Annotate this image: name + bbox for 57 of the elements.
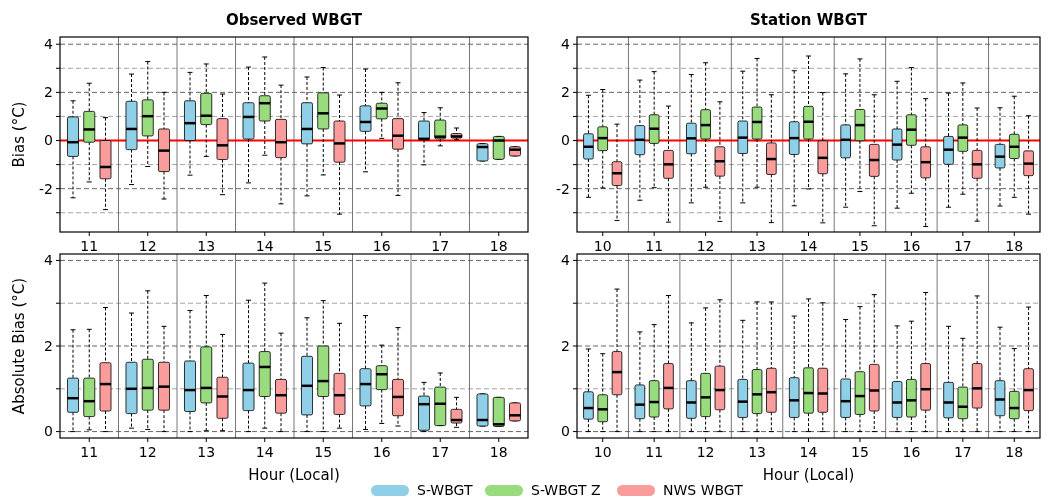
chart-title: Observed WBGT xyxy=(225,11,363,29)
legend-label: NWS WBGT xyxy=(663,481,744,498)
y-tick-label: 4 xyxy=(44,252,54,269)
x-tick-label: 12 xyxy=(696,444,715,460)
y-tick-label: 2 xyxy=(561,84,570,101)
y-tick-label: -2 xyxy=(39,180,53,197)
y-tick-label: 2 xyxy=(561,337,570,354)
x-tick-label: 15 xyxy=(851,444,869,460)
x-tick-label: 16 xyxy=(372,238,391,254)
y-tick-label: 0 xyxy=(561,423,570,440)
x-tick-label: 12 xyxy=(138,238,157,254)
x-tick-label: 15 xyxy=(314,444,333,460)
x-tick-label: 13 xyxy=(748,238,766,254)
y-tick-label: 4 xyxy=(561,36,571,53)
x-tick-label: 17 xyxy=(431,238,450,254)
y-tick-label: -2 xyxy=(556,180,570,197)
chart-title: Station WBGT xyxy=(750,11,868,29)
y-tick-label: 0 xyxy=(44,132,53,149)
x-tick-label: 17 xyxy=(953,444,972,460)
y-tick-label: 0 xyxy=(44,423,53,440)
x-tick-label: 16 xyxy=(902,444,921,460)
x-tick-label: 14 xyxy=(255,238,274,254)
y-tick-label: 4 xyxy=(561,252,571,269)
x-tick-label: 12 xyxy=(138,444,157,460)
y-axis-title: Bias (°C) xyxy=(10,101,28,168)
y-axis-title: Absolute Bias (°C) xyxy=(10,277,28,415)
x-tick-label: 16 xyxy=(372,444,391,460)
x-tick-label: 17 xyxy=(431,444,450,460)
x-tick-label: 17 xyxy=(953,238,972,254)
x-tick-label: 18 xyxy=(1005,444,1024,460)
x-tick-label: 18 xyxy=(489,238,508,254)
y-tick-label: 4 xyxy=(44,36,54,53)
x-tick-label: 16 xyxy=(902,238,921,254)
y-tick-label: 0 xyxy=(561,132,570,149)
x-tick-label: 14 xyxy=(255,444,274,460)
x-tick-label: 13 xyxy=(197,444,216,460)
x-tick-label: 10 xyxy=(593,444,612,460)
x-axis-title: Hour (Local) xyxy=(248,466,340,484)
x-tick-label: 11 xyxy=(80,238,99,254)
x-tick-label: 14 xyxy=(799,444,818,460)
legend-label: S-WBGT xyxy=(417,481,473,498)
legend-label: S-WBGT Z xyxy=(531,481,601,498)
x-tick-label: 11 xyxy=(645,444,664,460)
x-tick-label: 18 xyxy=(489,444,508,460)
x-tick-label: 10 xyxy=(593,238,612,254)
x-tick-label: 14 xyxy=(799,238,818,254)
x-tick-label: 18 xyxy=(1005,238,1024,254)
x-tick-label: 11 xyxy=(645,238,664,254)
x-tick-label: 13 xyxy=(197,238,216,254)
x-tick-label: 12 xyxy=(696,238,715,254)
x-tick-label: 15 xyxy=(314,238,333,254)
x-axis-title: Hour (Local) xyxy=(762,466,855,484)
y-tick-label: 2 xyxy=(44,337,53,354)
x-tick-label: 13 xyxy=(748,444,766,460)
x-tick-label: 11 xyxy=(80,444,99,460)
x-tick-label: 15 xyxy=(851,238,869,254)
y-tick-label: 2 xyxy=(44,84,53,101)
